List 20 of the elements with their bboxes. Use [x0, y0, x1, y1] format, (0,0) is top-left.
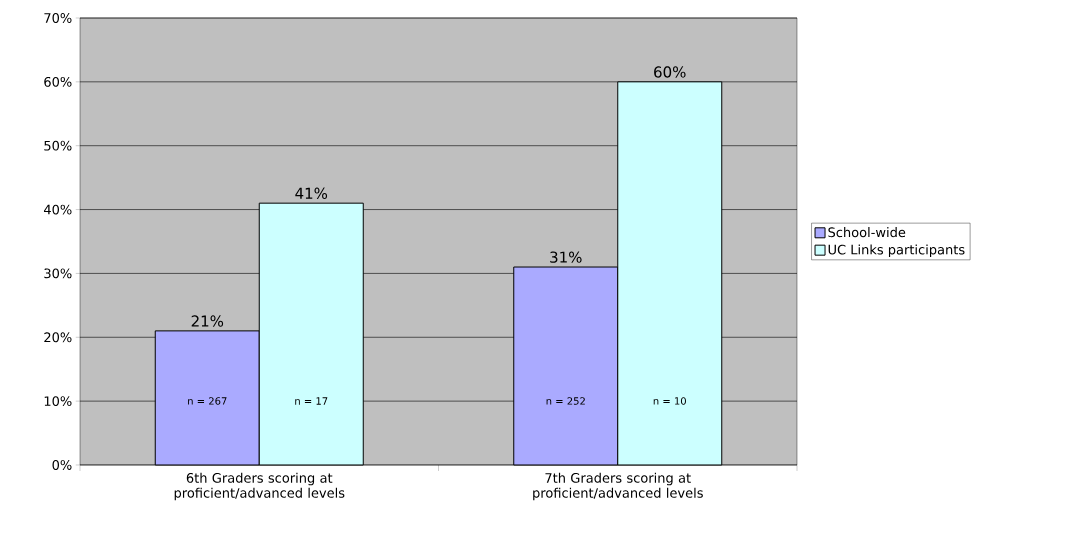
data-label: 31% — [550, 251, 582, 263]
annotation: n = 252 — [546, 397, 585, 405]
legend-label: School-wide — [828, 227, 906, 238]
legend-label: UC Links participants — [828, 244, 965, 258]
y-tick-label: 50% — [44, 140, 72, 151]
annotation: n = 17 — [295, 397, 328, 405]
y-tick-label: 60% — [44, 76, 72, 87]
x-tick-label: 7th Graders scoring at proficient/advanced levels — [533, 472, 703, 501]
y-tick-label: 10% — [44, 396, 72, 407]
y-tick-label: 30% — [44, 268, 72, 279]
y-tick-label: 20% — [44, 332, 72, 343]
y-tick-label: 70% — [44, 13, 72, 23]
data-label: 60% — [654, 66, 686, 78]
y-tick-label: 40% — [43, 204, 72, 215]
data-label: 41% — [295, 187, 328, 199]
x-tick-label: 6th Graders scoring at proficient/advanced levels — [174, 472, 345, 501]
y-tick-label: 0% — [52, 460, 72, 470]
annotation: n = 267 — [188, 397, 227, 405]
annotation: n = 10 — [653, 397, 686, 405]
data-label: 21% — [191, 315, 224, 327]
